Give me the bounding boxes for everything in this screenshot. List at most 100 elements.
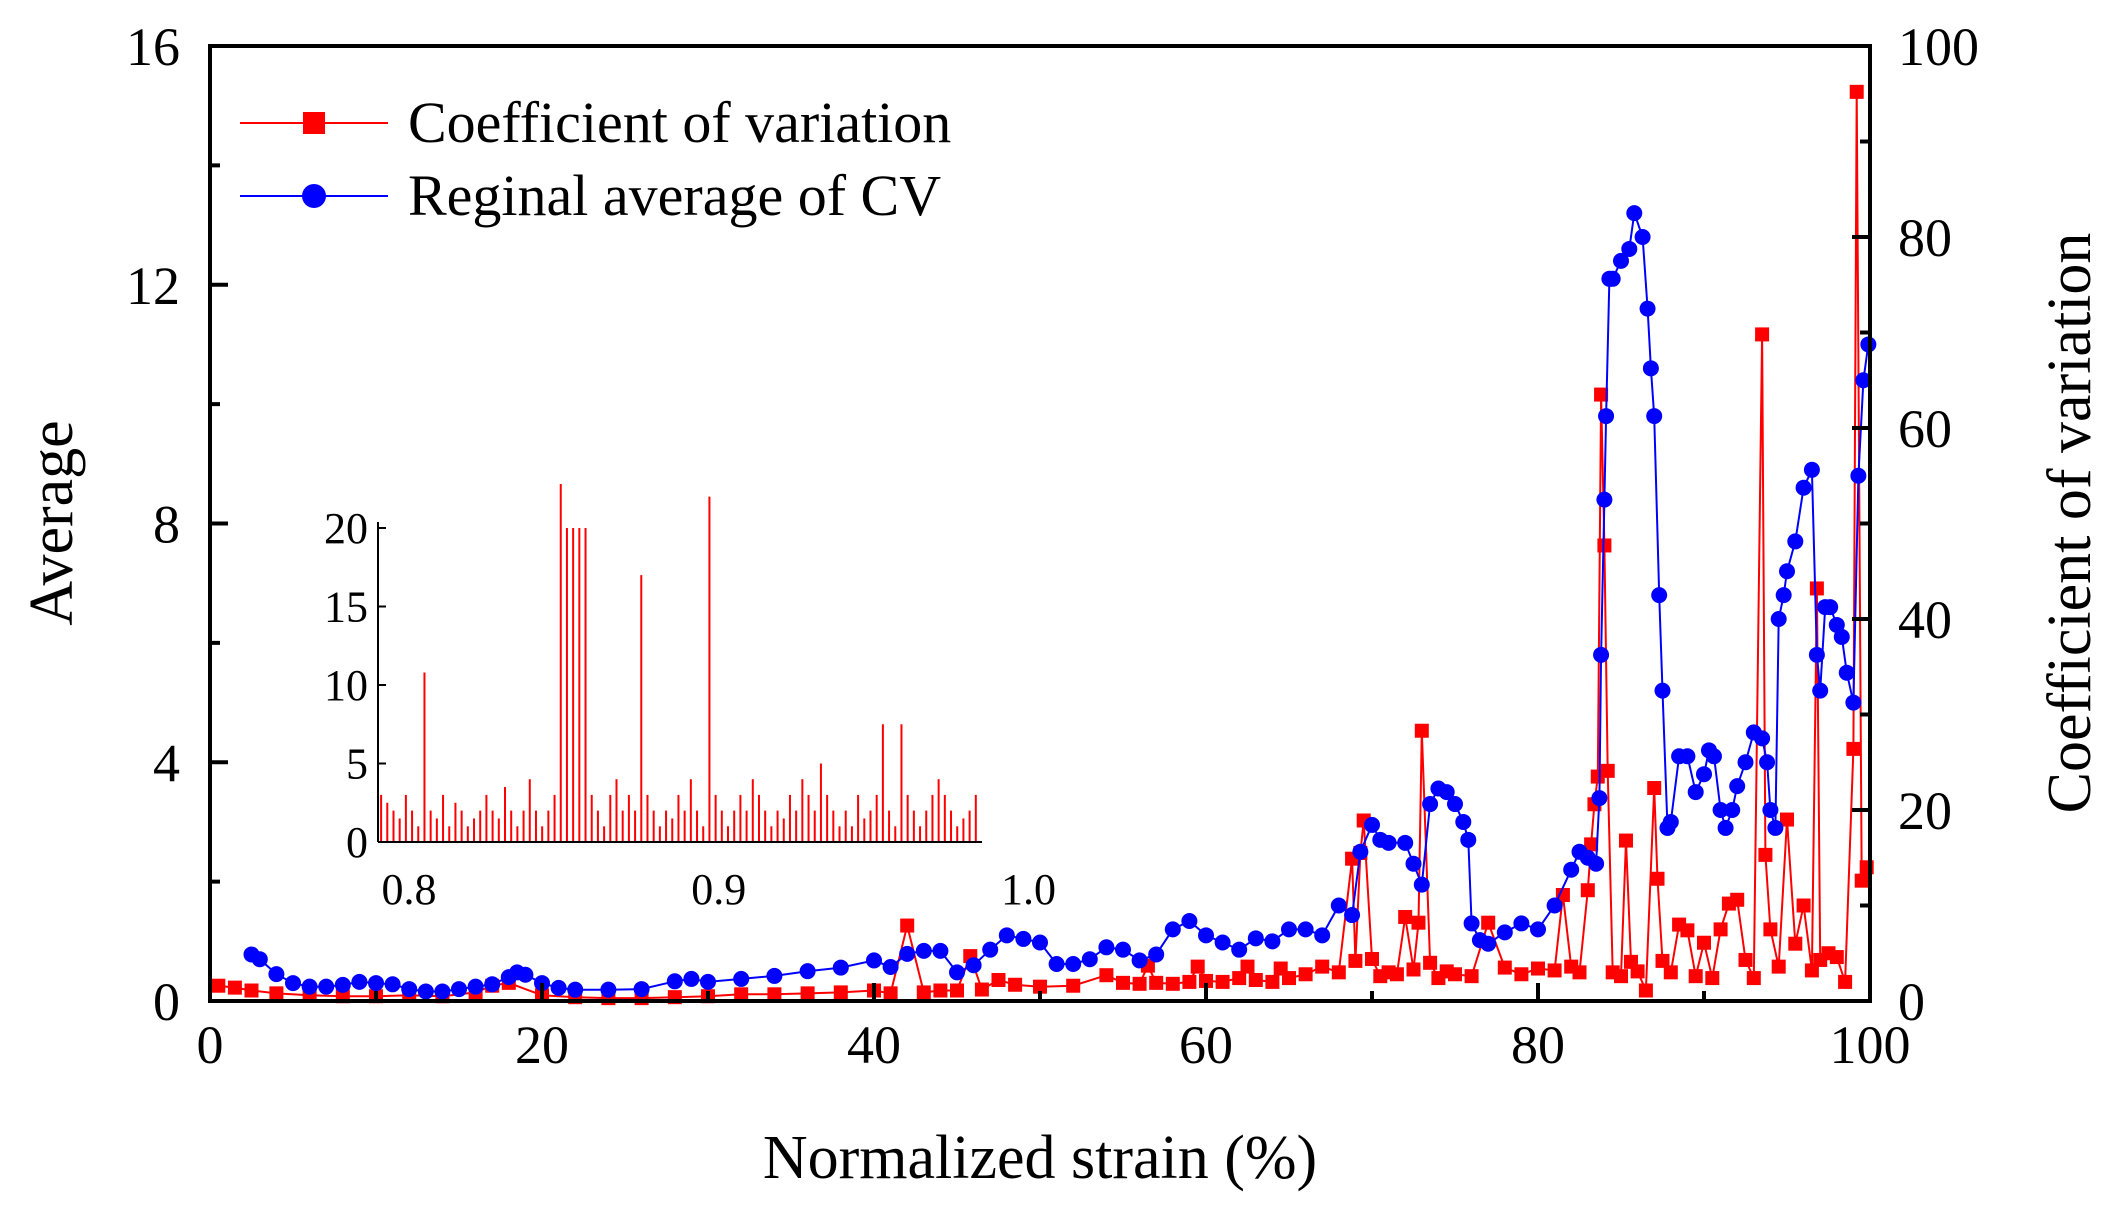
y-axis-left-title: Average bbox=[18, 420, 86, 625]
average-point bbox=[998, 927, 1015, 944]
cv-point bbox=[1788, 936, 1803, 951]
cv-point bbox=[1771, 959, 1786, 974]
series-line-1 bbox=[250, 212, 1870, 993]
x-tick-label: 20 bbox=[515, 1015, 569, 1075]
cv-point bbox=[1804, 963, 1819, 978]
cv-point bbox=[1618, 833, 1633, 848]
average-point bbox=[567, 981, 584, 998]
cv-point bbox=[1846, 741, 1861, 756]
average-point bbox=[1563, 861, 1580, 878]
average-point bbox=[484, 976, 501, 993]
x-tick-label: 60 bbox=[1179, 1015, 1233, 1075]
average-point bbox=[417, 983, 434, 1000]
cv-point bbox=[1630, 964, 1645, 979]
average-point bbox=[733, 970, 750, 987]
cv-point bbox=[1165, 976, 1180, 991]
cv-point bbox=[1481, 915, 1496, 930]
legend-marker-circle bbox=[302, 184, 326, 208]
cv-point bbox=[1315, 959, 1330, 974]
cv-point bbox=[1149, 975, 1164, 990]
cv-point bbox=[950, 983, 964, 998]
average-point bbox=[1480, 935, 1497, 952]
cv-point bbox=[1282, 971, 1296, 986]
cv-point bbox=[1572, 965, 1587, 980]
cv-point bbox=[1190, 959, 1205, 974]
average-point bbox=[1447, 796, 1463, 813]
average-point bbox=[285, 975, 301, 992]
inset-chart: 0 5 10 15 20 0.8 0.9 1.0 bbox=[324, 484, 1056, 914]
average-point bbox=[1639, 300, 1656, 317]
average-point bbox=[301, 978, 318, 995]
average-point bbox=[1687, 784, 1704, 801]
cv-point bbox=[244, 983, 259, 998]
cv-point bbox=[1033, 979, 1047, 994]
average-point bbox=[1651, 587, 1668, 604]
average-point bbox=[1344, 907, 1361, 924]
average-point bbox=[1787, 533, 1804, 550]
average-point bbox=[1330, 897, 1347, 914]
cv-point bbox=[1514, 967, 1529, 982]
cv-point bbox=[1448, 967, 1462, 982]
cv-point bbox=[916, 985, 931, 1000]
average-point bbox=[1770, 611, 1787, 627]
cv-point bbox=[1713, 922, 1728, 937]
average-point bbox=[1822, 599, 1839, 616]
average-point bbox=[1214, 934, 1231, 951]
y-right-tick-label: 20 bbox=[1898, 781, 1952, 841]
cv-point bbox=[1680, 923, 1695, 938]
average-point bbox=[899, 945, 916, 962]
y-left-tick-label: 4 bbox=[153, 733, 180, 793]
y-left-tick-label: 8 bbox=[153, 495, 180, 555]
inset-x-tick-label: 0.9 bbox=[691, 865, 746, 914]
cv-point bbox=[1547, 963, 1562, 978]
average-point bbox=[384, 976, 401, 993]
average-point bbox=[1015, 930, 1032, 947]
average-point bbox=[1855, 372, 1872, 389]
average-point bbox=[633, 981, 650, 998]
y-right-tick-label: 0 bbox=[1898, 972, 1925, 1032]
average-point bbox=[1460, 831, 1477, 848]
cv-point bbox=[1663, 965, 1678, 980]
average-point bbox=[1131, 952, 1148, 969]
cv-point bbox=[1531, 961, 1545, 976]
cv-point bbox=[1116, 975, 1130, 990]
average-point bbox=[1604, 270, 1621, 287]
average-point bbox=[1264, 933, 1281, 950]
cv-point bbox=[1182, 974, 1197, 989]
cv-point bbox=[1758, 847, 1773, 862]
cv-point bbox=[1248, 972, 1263, 987]
inset-y-tick-label: 20 bbox=[324, 504, 368, 553]
legend: Coefficient of variation Reginal average… bbox=[240, 90, 951, 228]
cv-point bbox=[833, 985, 848, 1000]
inset-x-tick-label: 1.0 bbox=[1001, 865, 1056, 914]
y-left-tick-label: 12 bbox=[126, 256, 180, 316]
average-point bbox=[251, 951, 268, 968]
cv-point bbox=[800, 986, 815, 1001]
cv-point bbox=[269, 986, 284, 1001]
x-tick-label: 0 bbox=[197, 1015, 224, 1075]
average-point bbox=[1662, 813, 1679, 830]
average-point bbox=[1297, 921, 1314, 938]
average-point bbox=[1198, 927, 1214, 944]
cv-point bbox=[1497, 960, 1512, 975]
average-point bbox=[1065, 955, 1082, 972]
average-point bbox=[1838, 664, 1855, 681]
y-left-tick-label: 16 bbox=[126, 17, 180, 77]
cv-point bbox=[1854, 873, 1869, 888]
cv-point bbox=[1738, 952, 1753, 967]
cv-point bbox=[1423, 955, 1438, 970]
cv-point bbox=[1746, 971, 1761, 986]
average-point bbox=[1588, 855, 1605, 872]
inset-y-tick-label: 0 bbox=[346, 818, 368, 867]
cv-point bbox=[974, 982, 989, 997]
average-point bbox=[1812, 682, 1829, 699]
average-point bbox=[1591, 790, 1608, 807]
average-point bbox=[1679, 748, 1696, 765]
y-right-tick-label: 80 bbox=[1898, 208, 1952, 268]
average-point bbox=[401, 981, 418, 998]
cv-point bbox=[1008, 977, 1023, 992]
cv-point bbox=[734, 987, 749, 1002]
average-point bbox=[866, 952, 882, 969]
